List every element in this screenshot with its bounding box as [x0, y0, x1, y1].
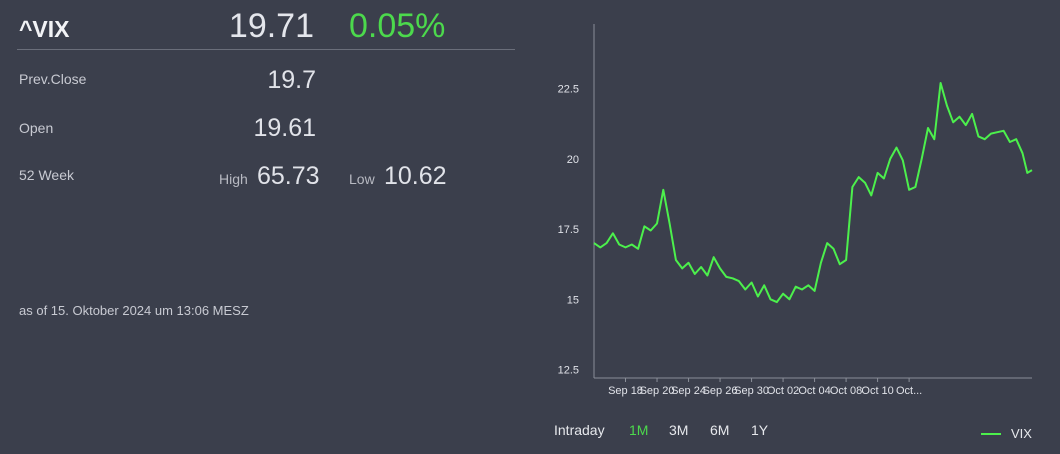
week52-low-label: Low — [349, 171, 375, 187]
chart-axes — [593, 24, 1032, 379]
week52-high-label: High — [219, 171, 248, 187]
week52-label: 52 Week — [19, 167, 74, 183]
header-divider — [17, 49, 515, 50]
x-tick-label: Oct... — [896, 385, 922, 397]
open-value: 19.61 — [253, 114, 316, 142]
y-tick-label: 17.5 — [558, 224, 579, 236]
as-of-timestamp: as of 15. Oktober 2024 um 13:06 MESZ — [19, 303, 249, 318]
x-tick-label: Sep 18 — [608, 385, 643, 397]
quote-symbol: ^VIX — [19, 16, 70, 42]
quote-price: 19.71 — [228, 7, 314, 45]
x-tick-label: Sep 30 — [734, 385, 769, 397]
range-1y-button[interactable]: 1Y — [751, 422, 769, 438]
y-tick-label: 20 — [567, 154, 579, 166]
prev-close-value: 19.7 — [267, 66, 316, 94]
x-tick-label: Oct 04 — [798, 385, 830, 397]
x-tick-label: Sep 24 — [671, 385, 706, 397]
range-3m-button[interactable]: 3M — [669, 422, 689, 438]
week52-low-value: 10.62 — [384, 162, 447, 190]
y-tick-label: 12.5 — [558, 365, 579, 377]
x-tick-label: Oct 02 — [767, 385, 799, 397]
series-line-vix — [593, 82, 1033, 304]
range-1m-button[interactable]: 1M — [629, 422, 649, 438]
y-axis-ticks: 12.5 15 17.5 20 22.5 — [558, 84, 579, 377]
range-intraday-button[interactable]: Intraday — [554, 422, 605, 438]
legend-line-swatch — [981, 433, 1001, 435]
legend-label: VIX — [1011, 426, 1032, 441]
week52-high-value: 65.73 — [257, 162, 320, 190]
x-tick-label: Oct 10 — [861, 385, 893, 397]
quote-change-percent: 0.05% — [349, 7, 446, 45]
y-tick-label: 22.5 — [558, 84, 579, 96]
prev-close-label: Prev.Close — [19, 71, 87, 87]
x-tick-label: Oct 08 — [830, 385, 862, 397]
x-tick-label: Sep 20 — [640, 385, 675, 397]
y-tick-label: 15 — [567, 294, 579, 306]
x-tick-label: Sep 26 — [703, 385, 738, 397]
open-label: Open — [19, 120, 54, 136]
range-6m-button[interactable]: 6M — [710, 422, 730, 438]
